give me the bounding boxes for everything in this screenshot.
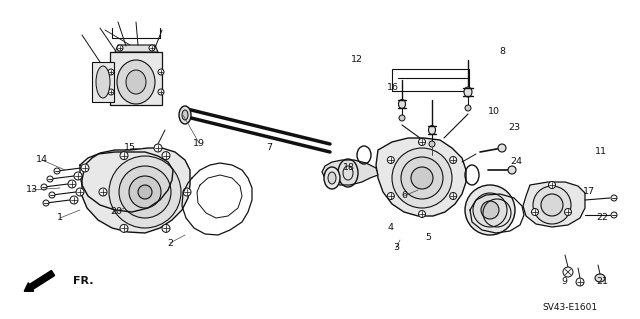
Circle shape [498,144,506,152]
Circle shape [531,209,538,216]
Circle shape [465,105,471,111]
Circle shape [76,188,84,196]
Circle shape [429,141,435,147]
Circle shape [120,224,128,232]
Circle shape [399,115,405,121]
Text: FR.: FR. [73,276,93,286]
Polygon shape [322,160,378,185]
Text: 17: 17 [583,188,595,197]
Circle shape [162,152,170,160]
Text: 6: 6 [401,191,407,201]
Circle shape [564,209,572,216]
Ellipse shape [399,100,406,108]
Ellipse shape [117,60,155,104]
Text: 4: 4 [387,224,393,233]
Circle shape [99,188,107,196]
Text: 1: 1 [57,213,63,222]
Ellipse shape [411,167,433,189]
Polygon shape [92,62,114,102]
Text: 2: 2 [167,239,173,248]
Ellipse shape [109,156,181,228]
Ellipse shape [138,185,152,199]
Circle shape [43,200,49,206]
Text: 22: 22 [596,213,608,222]
Circle shape [81,164,89,172]
Text: 23: 23 [508,123,520,132]
Circle shape [149,45,155,51]
Circle shape [563,267,573,277]
Circle shape [508,166,516,174]
Text: 15: 15 [124,144,136,152]
Text: 12: 12 [351,56,363,64]
Text: 18: 18 [343,164,355,173]
Circle shape [450,192,457,199]
Ellipse shape [595,274,605,282]
Text: 19: 19 [193,138,205,147]
Circle shape [611,212,617,218]
Circle shape [183,188,191,196]
Text: 21: 21 [596,278,608,286]
Circle shape [154,144,162,152]
Circle shape [74,172,82,180]
Text: 11: 11 [595,147,607,157]
Polygon shape [523,182,585,227]
Text: 7: 7 [266,144,272,152]
Ellipse shape [465,185,515,235]
Ellipse shape [464,87,472,97]
Ellipse shape [429,125,435,135]
Ellipse shape [179,106,191,124]
Ellipse shape [182,110,188,120]
Polygon shape [82,148,190,233]
Ellipse shape [119,166,171,218]
Ellipse shape [126,70,146,94]
Ellipse shape [541,194,563,216]
Circle shape [108,69,114,75]
Ellipse shape [96,66,110,98]
Circle shape [576,278,584,286]
Circle shape [47,176,53,182]
Text: 24: 24 [510,158,522,167]
Circle shape [158,89,164,95]
Text: 13: 13 [26,186,38,195]
Text: 9: 9 [561,278,567,286]
Text: 3: 3 [393,243,399,253]
Circle shape [387,192,394,199]
Circle shape [548,182,556,189]
Circle shape [108,89,114,95]
Text: 5: 5 [425,234,431,242]
Ellipse shape [129,176,161,208]
Ellipse shape [481,201,499,219]
Circle shape [450,157,457,164]
Circle shape [611,195,617,201]
Ellipse shape [324,167,340,189]
Circle shape [419,211,426,218]
Ellipse shape [533,186,571,224]
Circle shape [70,196,78,204]
Ellipse shape [392,148,452,208]
Ellipse shape [401,157,443,199]
Circle shape [54,168,60,174]
Polygon shape [376,138,466,216]
Text: 10: 10 [488,108,500,116]
Ellipse shape [328,172,336,184]
Circle shape [120,152,128,160]
Circle shape [419,138,426,145]
Text: 14: 14 [36,155,48,165]
Polygon shape [110,52,162,105]
Circle shape [49,192,55,198]
Text: 20: 20 [110,207,122,217]
Circle shape [41,184,47,190]
Circle shape [387,157,394,164]
Circle shape [162,224,170,232]
Text: SV43-E1601: SV43-E1601 [543,303,598,313]
Text: 8: 8 [499,48,505,56]
Circle shape [117,45,123,51]
Polygon shape [115,45,158,52]
Circle shape [68,180,76,188]
FancyArrow shape [24,271,54,291]
Circle shape [158,69,164,75]
Text: 16: 16 [387,84,399,93]
Ellipse shape [473,193,507,227]
